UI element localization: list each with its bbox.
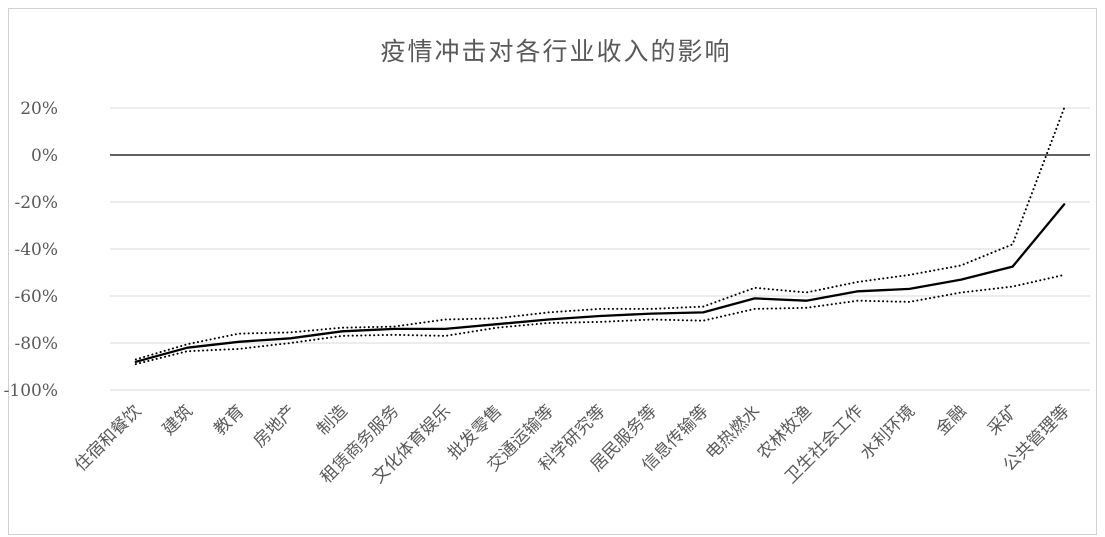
x-category-label: 教育 <box>210 401 248 439</box>
x-category-label: 房地产 <box>250 401 300 451</box>
y-tick-label: -40% <box>14 240 58 260</box>
series-lines <box>134 107 1066 366</box>
x-category-label: 制造 <box>313 401 351 439</box>
chart-title: 疫情冲击对各行业收入的影响 <box>380 37 731 66</box>
x-category-label: 电热燃水 <box>702 401 764 463</box>
x-category-label: 采矿 <box>984 401 1022 439</box>
x-axis-labels: 住宿和餐饮 建筑 教育 房地产 制造租赁商务服务文化体育娱乐批发零售交通运输等科学研究等… <box>71 401 1074 487</box>
y-tick-label: 20% <box>20 99 58 119</box>
y-tick-label: 0% <box>31 146 58 166</box>
y-tick-label: -20% <box>14 193 58 213</box>
series-line-solid <box>134 203 1066 363</box>
y-tick-label: -80% <box>14 334 58 354</box>
x-category-label: 金融 <box>932 401 970 439</box>
x-category-label: 住宿和餐饮 <box>71 401 145 475</box>
chart-frame <box>8 8 1097 535</box>
x-category-label: 建筑 <box>159 401 197 439</box>
x-category-label: 水利环境 <box>857 401 919 463</box>
grid-lines <box>110 107 1090 391</box>
y-axis-ticks: 20% 0% -20% -40% -60% -80% -100% <box>4 99 58 401</box>
series-line-dotted <box>134 107 1066 361</box>
y-tick-label: -60% <box>14 287 58 307</box>
series-line-dotted <box>134 273 1066 366</box>
y-tick-label: -100% <box>4 381 58 401</box>
